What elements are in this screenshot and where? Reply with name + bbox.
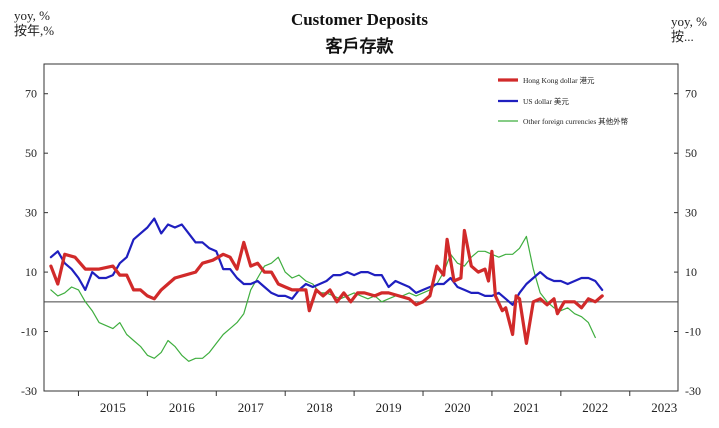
y-tick-label-left: 50 <box>25 146 37 160</box>
right-axis-label-zh: 按... <box>671 29 694 44</box>
y-tick-label-right: -10 <box>685 325 701 339</box>
y-tick-label-left: -10 <box>21 325 37 339</box>
chart-subtitle: 客戶存款 <box>325 37 394 57</box>
hkd-series-line <box>49 228 604 345</box>
y-tick-label-left: -30 <box>21 384 37 398</box>
y-tick-label-left: 70 <box>25 87 37 101</box>
left-axis-label-zh: 按年,% <box>14 23 55 38</box>
plot-frame <box>43 63 679 392</box>
x-tick-label: 2022 <box>582 400 608 415</box>
y-tick-label-right: 30 <box>685 206 697 220</box>
y-tick-label-left: 30 <box>25 206 37 220</box>
x-tick-label: 2017 <box>238 400 265 415</box>
y-tick-label-right: 10 <box>685 265 697 279</box>
left-axis-label: yoy, % 按年,% <box>14 8 54 38</box>
x-tick-label: 2018 <box>307 400 333 415</box>
x-tick-label: 2015 <box>100 400 126 415</box>
legend-label: US dollar 美元 <box>523 96 569 106</box>
right-axis-label-en: yoy, % <box>671 14 707 29</box>
x-tick-label: 2019 <box>376 400 402 415</box>
x-tick-label: 2016 <box>169 400 196 415</box>
left-axis-label-en: yoy, % <box>14 8 50 23</box>
x-tick-label: 2021 <box>513 400 539 415</box>
y-tick-label-right: -30 <box>685 384 701 398</box>
y-tick-label-right: 50 <box>685 146 697 160</box>
legend-label: Other foreign currencies 其他外幣 <box>523 116 629 126</box>
usd-series-line <box>49 217 604 306</box>
x-tick-label: 2020 <box>444 400 470 415</box>
y-tick-label-left: 10 <box>25 265 37 279</box>
legend-item-hkd: Hong Kong dollar 港元 <box>498 75 595 85</box>
legend-label: Hong Kong dollar 港元 <box>523 75 595 85</box>
x-tick-label: 2023 <box>651 400 677 415</box>
other-fx-series-line <box>50 235 596 362</box>
y-tick-label-right: 70 <box>685 87 697 101</box>
right-axis-label: yoy, % 按... <box>671 14 707 44</box>
legend-item-usd: US dollar 美元 <box>498 96 569 106</box>
chart-title: Customer Deposits <box>290 10 429 29</box>
legend-item-other-fx: Other foreign currencies 其他外幣 <box>498 116 629 126</box>
